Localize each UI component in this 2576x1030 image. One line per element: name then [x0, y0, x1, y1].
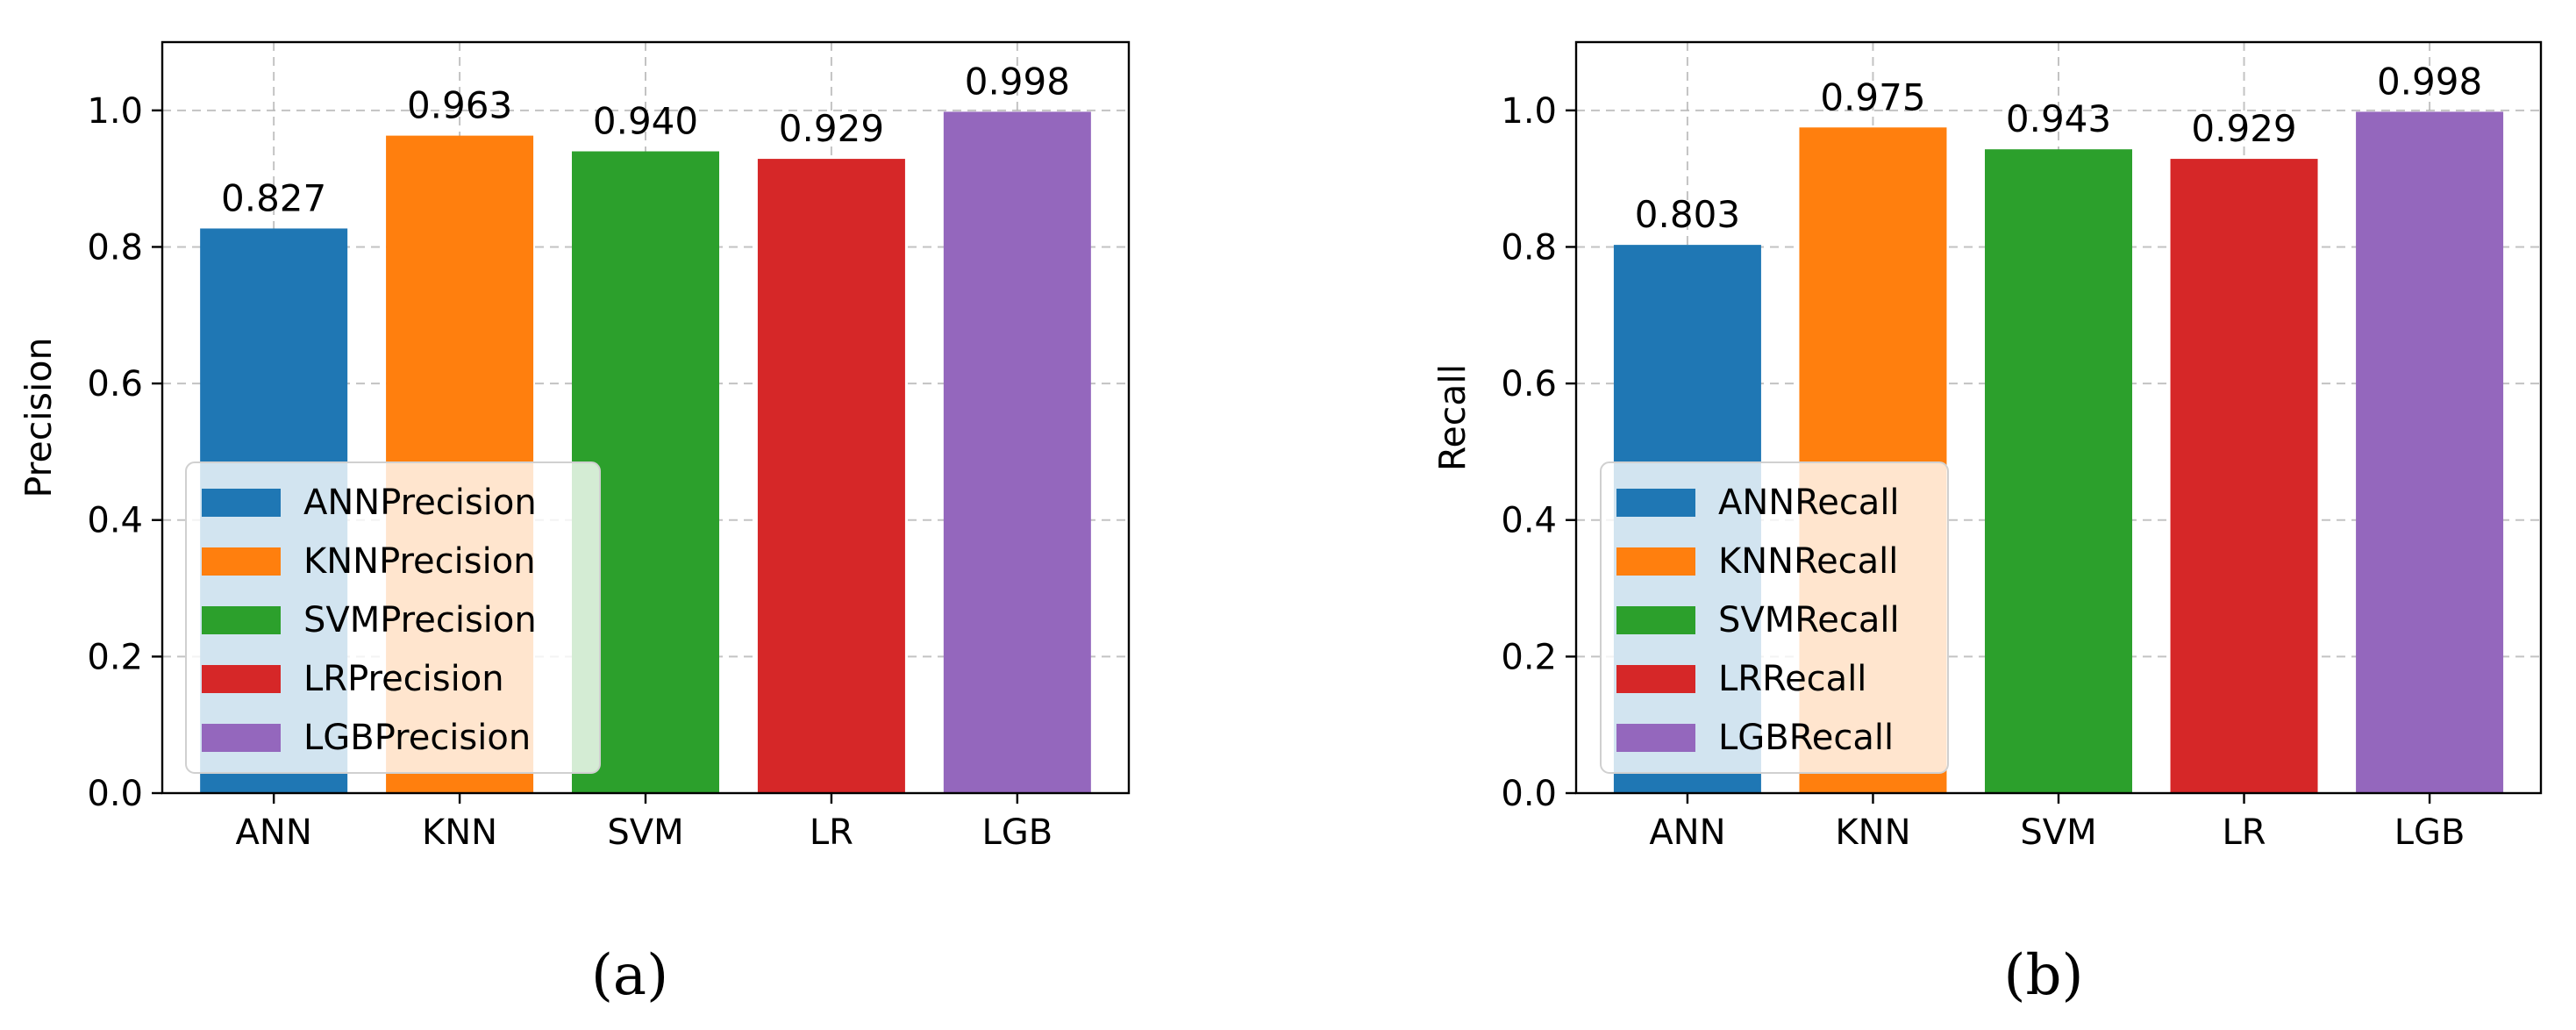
legend-swatch	[202, 489, 281, 517]
chart-panel-b: 0.0 0.2 0.4 0.6 0.8 1.0 0.803 0.975 0.943 0.929 0.…	[1431, 40, 2543, 1008]
bar-lr	[2170, 159, 2318, 793]
x-tick-label: KNN	[1835, 812, 1910, 853]
legend-label: ANNRecall	[1718, 483, 1900, 523]
x-tick-label: KNN	[422, 812, 497, 853]
legend-label: KNNPrecision	[303, 541, 536, 582]
y-tick-label: 0.4	[1501, 501, 1557, 541]
legend-swatch	[202, 665, 281, 693]
x-tick-label: ANN	[1649, 812, 1725, 853]
legend-label: KNNRecall	[1718, 541, 1898, 582]
value-label-lgb: 0.998	[965, 60, 1070, 103]
legend-swatch	[202, 724, 281, 752]
panel-a-caption: (a)	[591, 943, 668, 1008]
value-label-knn: 0.975	[1820, 75, 1925, 118]
x-tick-label: LR	[810, 812, 853, 853]
y-tick-label: 0.2	[1501, 637, 1557, 677]
legend-label: SVMPrecision	[303, 600, 537, 640]
legend-label: LGBRecall	[1718, 718, 1894, 758]
value-label-knn: 0.963	[407, 84, 512, 127]
legend-swatch	[1616, 547, 1695, 576]
value-label-lr: 0.929	[2191, 107, 2296, 150]
legend-swatch	[1616, 606, 1695, 634]
bar-lgb	[2356, 111, 2504, 794]
legend-label: SVMRecall	[1718, 600, 1900, 640]
x-tick-label: LGB	[2394, 812, 2465, 853]
legend-swatch	[1616, 489, 1695, 517]
y-tick-label: 0.4	[87, 501, 143, 541]
x-tick-label: SVM	[607, 812, 683, 853]
value-label-ann: 0.803	[1635, 193, 1740, 236]
y-tick-label: 0.6	[1501, 364, 1557, 404]
legend-label: LRPrecision	[303, 659, 504, 699]
value-label-svm: 0.940	[593, 100, 698, 143]
value-label-ann: 0.827	[221, 176, 326, 219]
legend-box	[185, 461, 601, 774]
bar-lr	[757, 159, 905, 793]
panel-b-caption: (b)	[2004, 943, 2084, 1008]
axes-frame	[161, 40, 1131, 795]
y-tick-label: 1.0	[1501, 91, 1557, 132]
y-tick-label: 0.0	[87, 774, 143, 814]
legend: ANNRecall KNNRecall SVMRecall LRRecall LGBRe…	[1600, 461, 1949, 774]
legend-label: LRRecall	[1718, 659, 1866, 699]
legend-swatch	[1616, 665, 1695, 693]
value-label-lr: 0.929	[779, 107, 884, 150]
y-axis-label: Precision	[18, 338, 60, 498]
y-tick-label: 0.2	[87, 637, 143, 677]
legend-label: LGBPrecision	[303, 718, 531, 758]
legend-label: ANNPrecision	[303, 483, 537, 523]
legend-swatch	[1616, 724, 1695, 752]
chart-panel-a: 0.0 0.2 0.4 0.6 0.8 1.0 0.827 0.963 0.940 0.929 0.…	[18, 40, 1131, 1008]
x-tick-label: ANN	[236, 812, 312, 853]
y-tick-label: 0.0	[1501, 774, 1557, 814]
y-tick-label: 0.8	[87, 227, 143, 268]
y-axis-label: Recall	[1431, 364, 1474, 471]
legend: ANNPrecision KNNPrecision SVMPrecision LRPr…	[185, 461, 601, 774]
bar-svm	[1985, 149, 2132, 793]
legend-box	[1600, 461, 1949, 774]
bar-lgb	[943, 111, 1091, 794]
y-tick-label: 0.6	[87, 364, 143, 404]
value-label-svm: 0.943	[2006, 97, 2111, 140]
axes-frame	[1574, 40, 2543, 795]
x-tick-label: SVM	[2020, 812, 2096, 853]
legend-swatch	[202, 606, 281, 634]
legend-swatch	[202, 547, 281, 576]
x-tick-label: LGB	[981, 812, 1053, 853]
y-tick-label: 1.0	[87, 91, 143, 132]
value-label-lgb: 0.998	[2377, 60, 2482, 103]
y-tick-label: 0.8	[1501, 227, 1557, 268]
x-tick-label: LR	[2222, 812, 2266, 853]
